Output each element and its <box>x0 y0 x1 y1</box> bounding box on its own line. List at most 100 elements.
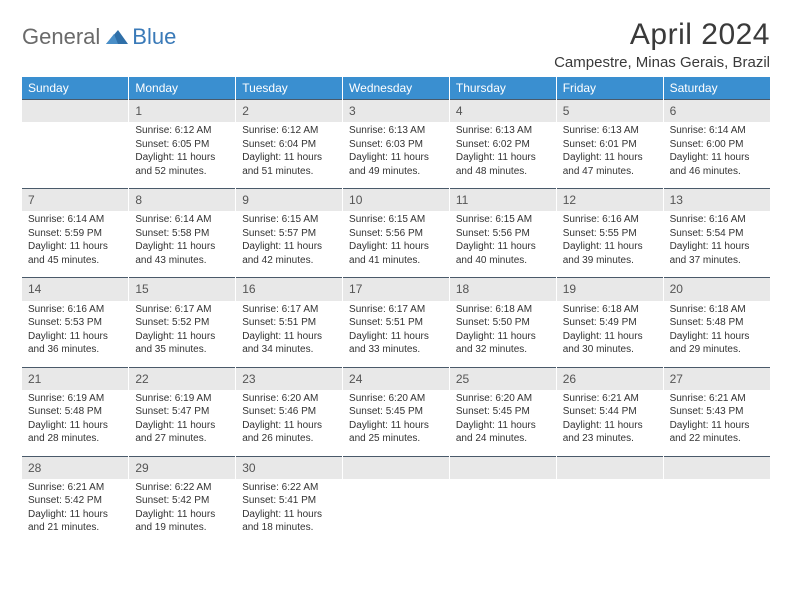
day-cell: Sunrise: 6:17 AMSunset: 5:51 PMDaylight:… <box>343 301 450 368</box>
day-info-line: Sunrise: 6:15 AM <box>242 213 336 227</box>
day-cell: Sunrise: 6:15 AMSunset: 5:56 PMDaylight:… <box>449 211 556 278</box>
day-cell: Sunrise: 6:14 AMSunset: 6:00 PMDaylight:… <box>663 122 770 189</box>
day-info-line: and 26 minutes. <box>242 432 336 446</box>
day-info-line: Sunset: 5:56 PM <box>456 227 550 241</box>
day-number: 5 <box>556 100 663 123</box>
day-info-line: Sunset: 5:42 PM <box>28 494 122 508</box>
day-info-line: Sunrise: 6:21 AM <box>28 481 122 495</box>
day-info-line: and 27 minutes. <box>135 432 229 446</box>
day-info-line: Sunrise: 6:12 AM <box>135 124 229 138</box>
day-info-line: Daylight: 11 hours <box>456 419 550 433</box>
day-info-line: and 28 minutes. <box>28 432 122 446</box>
day-info-line: Sunrise: 6:13 AM <box>563 124 657 138</box>
day-cell <box>449 479 556 545</box>
day-number: 19 <box>556 278 663 301</box>
day-info-line: Sunrise: 6:20 AM <box>349 392 443 406</box>
day-info-line: and 52 minutes. <box>135 165 229 179</box>
day-info-line: and 51 minutes. <box>242 165 336 179</box>
day-info-line: Sunrise: 6:14 AM <box>670 124 764 138</box>
day-info-line: Sunrise: 6:17 AM <box>242 303 336 317</box>
day-info-line: Daylight: 11 hours <box>242 330 336 344</box>
day-info-line: and 30 minutes. <box>563 343 657 357</box>
day-number: 11 <box>449 189 556 212</box>
sail-icon <box>104 28 130 46</box>
day-info-line: Sunset: 5:56 PM <box>349 227 443 241</box>
day-info-line: and 39 minutes. <box>563 254 657 268</box>
day-info-line: Sunset: 5:46 PM <box>242 405 336 419</box>
day-info-line: and 25 minutes. <box>349 432 443 446</box>
day-info-line: Daylight: 11 hours <box>28 240 122 254</box>
brand-logo: General Blue <box>22 18 176 50</box>
day-info-line: Sunset: 5:57 PM <box>242 227 336 241</box>
day-number <box>663 456 770 479</box>
day-info-line: and 19 minutes. <box>135 521 229 535</box>
day-cell: Sunrise: 6:18 AMSunset: 5:49 PMDaylight:… <box>556 301 663 368</box>
day-info-line: Daylight: 11 hours <box>135 508 229 522</box>
day-cell: Sunrise: 6:13 AMSunset: 6:01 PMDaylight:… <box>556 122 663 189</box>
day-info-line: and 32 minutes. <box>456 343 550 357</box>
day-info-line: Daylight: 11 hours <box>135 240 229 254</box>
day-info-line: Daylight: 11 hours <box>242 508 336 522</box>
day-number: 17 <box>343 278 450 301</box>
day-info-line: Sunset: 5:45 PM <box>456 405 550 419</box>
day-number: 3 <box>343 100 450 123</box>
day-number: 16 <box>236 278 343 301</box>
day-info-line: Sunrise: 6:19 AM <box>135 392 229 406</box>
day-info-line: Daylight: 11 hours <box>563 240 657 254</box>
day-info-line: and 40 minutes. <box>456 254 550 268</box>
day-info-line: Daylight: 11 hours <box>456 330 550 344</box>
day-info-line: and 18 minutes. <box>242 521 336 535</box>
day-info-line: Sunset: 5:51 PM <box>242 316 336 330</box>
day-info-line: Sunrise: 6:20 AM <box>456 392 550 406</box>
title-block: April 2024 Campestre, Minas Gerais, Braz… <box>554 18 770 71</box>
day-info-line: Daylight: 11 hours <box>563 330 657 344</box>
day-info-line: Daylight: 11 hours <box>670 330 764 344</box>
day-info-line: Sunset: 6:03 PM <box>349 138 443 152</box>
day-number: 7 <box>22 189 129 212</box>
day-number: 8 <box>129 189 236 212</box>
day-info-line: Daylight: 11 hours <box>135 330 229 344</box>
day-info-line: Sunset: 5:54 PM <box>670 227 764 241</box>
day-info-line: and 48 minutes. <box>456 165 550 179</box>
day-number: 12 <box>556 189 663 212</box>
day-number: 18 <box>449 278 556 301</box>
day-info-line: Sunset: 6:01 PM <box>563 138 657 152</box>
day-cell: Sunrise: 6:20 AMSunset: 5:45 PMDaylight:… <box>343 390 450 457</box>
day-info-line: Sunset: 6:00 PM <box>670 138 764 152</box>
day-info-line: Sunrise: 6:18 AM <box>456 303 550 317</box>
day-info-line: Daylight: 11 hours <box>242 151 336 165</box>
day-info-line: Sunrise: 6:16 AM <box>670 213 764 227</box>
day-info-line: Daylight: 11 hours <box>670 240 764 254</box>
day-info-line: Sunset: 5:44 PM <box>563 405 657 419</box>
weekday-header: Monday <box>129 77 236 100</box>
day-info-line: Sunrise: 6:19 AM <box>28 392 122 406</box>
weekday-header: Tuesday <box>236 77 343 100</box>
day-number: 21 <box>22 367 129 390</box>
day-number: 1 <box>129 100 236 123</box>
day-info-line: and 46 minutes. <box>670 165 764 179</box>
day-info-line: and 34 minutes. <box>242 343 336 357</box>
day-info-line: Sunrise: 6:22 AM <box>135 481 229 495</box>
day-cell: Sunrise: 6:21 AMSunset: 5:44 PMDaylight:… <box>556 390 663 457</box>
day-number: 25 <box>449 367 556 390</box>
day-info-line: Daylight: 11 hours <box>670 419 764 433</box>
day-info-line: Daylight: 11 hours <box>670 151 764 165</box>
day-info-line: Sunset: 5:59 PM <box>28 227 122 241</box>
day-info-line: and 22 minutes. <box>670 432 764 446</box>
day-info-line: Sunset: 6:05 PM <box>135 138 229 152</box>
day-cell: Sunrise: 6:14 AMSunset: 5:58 PMDaylight:… <box>129 211 236 278</box>
day-info-line: Sunset: 5:52 PM <box>135 316 229 330</box>
daynum-row: 21222324252627 <box>22 367 770 390</box>
month-title: April 2024 <box>554 18 770 52</box>
day-cell: Sunrise: 6:22 AMSunset: 5:41 PMDaylight:… <box>236 479 343 545</box>
day-number: 6 <box>663 100 770 123</box>
weekday-header: Wednesday <box>343 77 450 100</box>
day-cell: Sunrise: 6:20 AMSunset: 5:46 PMDaylight:… <box>236 390 343 457</box>
day-info-line: Sunset: 6:04 PM <box>242 138 336 152</box>
weekday-header: Friday <box>556 77 663 100</box>
day-info-line: Sunset: 5:47 PM <box>135 405 229 419</box>
daynum-row: 14151617181920 <box>22 278 770 301</box>
day-cell <box>22 122 129 189</box>
brand-general: General <box>22 24 100 50</box>
day-cell: Sunrise: 6:21 AMSunset: 5:43 PMDaylight:… <box>663 390 770 457</box>
